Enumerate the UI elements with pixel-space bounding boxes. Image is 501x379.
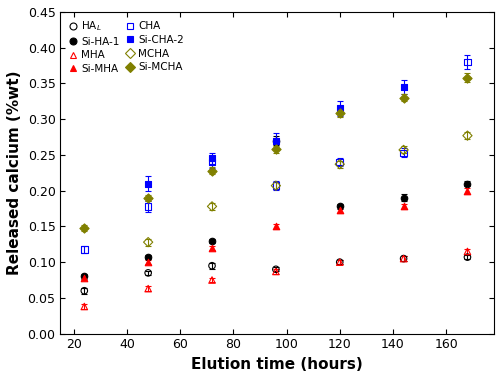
Point: [336, 259, 344, 265]
Point: [336, 159, 344, 165]
Point: [400, 255, 408, 262]
Point: [144, 254, 152, 260]
Point: [463, 180, 471, 186]
Legend: HA$_L$, Si-HA-1, MHA, Si-MHA, CHA, Si-CHA-2, MCHA, Si-MCHA: HA$_L$, Si-HA-1, MHA, Si-MHA, CHA, Si-CH…: [66, 17, 186, 76]
Point: [400, 255, 408, 262]
Point: [400, 150, 408, 156]
Point: [208, 159, 216, 165]
Point: [336, 110, 344, 116]
Point: [208, 277, 216, 283]
Point: [80, 288, 88, 294]
Point: [80, 225, 88, 231]
X-axis label: Elution time (hours): Elution time (hours): [191, 357, 363, 372]
Point: [80, 273, 88, 279]
Point: [463, 188, 471, 194]
Point: [400, 95, 408, 101]
Point: [144, 204, 152, 210]
Point: [144, 195, 152, 201]
Point: [463, 75, 471, 81]
Point: [336, 105, 344, 111]
Point: [144, 239, 152, 245]
Point: [208, 263, 216, 269]
Point: [144, 270, 152, 276]
Point: [144, 285, 152, 291]
Point: [463, 59, 471, 65]
Point: [272, 268, 280, 274]
Point: [272, 138, 280, 144]
Point: [80, 304, 88, 310]
Point: [272, 266, 280, 273]
Point: [463, 254, 471, 260]
Point: [400, 84, 408, 90]
Point: [208, 168, 216, 174]
Point: [144, 180, 152, 186]
Point: [463, 133, 471, 139]
Point: [272, 146, 280, 152]
Point: [272, 138, 280, 144]
Point: [400, 147, 408, 153]
Point: [336, 207, 344, 213]
Point: [272, 183, 280, 189]
Point: [144, 259, 152, 265]
Point: [80, 275, 88, 281]
Point: [80, 246, 88, 252]
Point: [463, 248, 471, 254]
Y-axis label: Released calcium (%wt): Released calcium (%wt): [7, 70, 22, 275]
Point: [336, 161, 344, 167]
Point: [400, 204, 408, 210]
Point: [208, 245, 216, 251]
Point: [208, 155, 216, 161]
Point: [272, 223, 280, 229]
Point: [272, 183, 280, 189]
Point: [208, 204, 216, 210]
Point: [336, 259, 344, 265]
Point: [208, 238, 216, 244]
Point: [400, 195, 408, 201]
Point: [336, 204, 344, 210]
